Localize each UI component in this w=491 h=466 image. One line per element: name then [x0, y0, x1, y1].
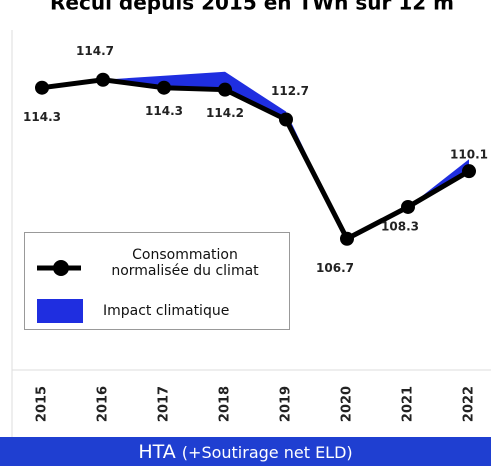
- marker: [462, 164, 476, 179]
- data-label: 114.7: [76, 44, 114, 58]
- chart: Recul depuis 2015 en TWh sur 12 m 114.3 1…: [11, 0, 491, 437]
- marker: [401, 199, 415, 214]
- legend: Consommation normalisée du climat Impact…: [24, 232, 290, 330]
- x-tick-label: 2021: [401, 386, 416, 422]
- data-label: 110.1: [450, 148, 488, 162]
- x-tick-label: 2022: [462, 386, 477, 422]
- marker: [340, 231, 354, 246]
- marker: [35, 80, 49, 95]
- line: [41, 77, 471, 243]
- banner: HTA (+Soutirage net ELD): [0, 437, 491, 466]
- marker: [96, 72, 110, 87]
- data-label: 114.3: [23, 110, 61, 124]
- chart-title: Recul depuis 2015 en TWh sur 12 m: [50, 0, 454, 15]
- x-tick-label: 2016: [96, 386, 111, 422]
- legend-swatch: [37, 299, 83, 323]
- banner-title: HTA: [138, 441, 176, 463]
- x-tick-label: 2019: [279, 386, 294, 422]
- legend-label: Consommation normalisée du climat: [111, 247, 259, 279]
- x-tick-label: 2020: [340, 386, 355, 422]
- marker: [157, 80, 171, 95]
- x-tick-label: 2018: [218, 386, 233, 422]
- marker: [218, 82, 232, 97]
- marker: [279, 112, 293, 127]
- data-label: 114.2: [206, 106, 244, 120]
- impact-area: [42, 71, 469, 239]
- data-label: 106.7: [316, 261, 354, 275]
- legend-label: Impact climatique: [103, 303, 230, 319]
- x-tick-label: 2015: [35, 386, 50, 422]
- legend-marker: [53, 260, 69, 276]
- x-tick-label: 2017: [157, 386, 172, 422]
- banner-subtitle: (+Soutirage net ELD): [181, 443, 353, 462]
- data-label: 108.3: [381, 219, 419, 233]
- data-label: 114.3: [145, 104, 183, 118]
- data-label: 112.7: [271, 84, 309, 98]
- legend-swatches: [37, 260, 83, 323]
